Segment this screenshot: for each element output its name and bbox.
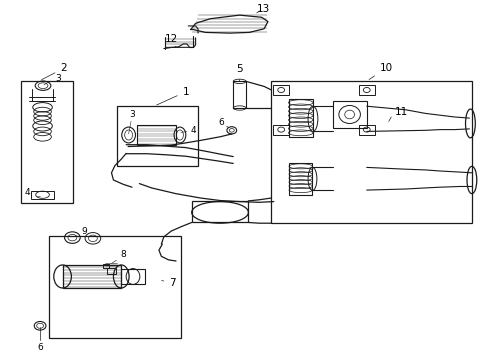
Text: 12: 12 bbox=[164, 33, 178, 48]
Bar bbox=[49, 236, 181, 338]
Text: 11: 11 bbox=[393, 107, 407, 117]
Text: 6: 6 bbox=[218, 118, 228, 128]
Bar bbox=[31, 191, 54, 199]
Text: 4: 4 bbox=[24, 189, 30, 197]
Bar bbox=[191, 201, 248, 222]
Text: 3: 3 bbox=[55, 74, 61, 83]
Text: 7: 7 bbox=[162, 278, 176, 288]
Text: 9: 9 bbox=[81, 227, 87, 236]
Text: 3: 3 bbox=[129, 110, 135, 119]
Text: 6: 6 bbox=[37, 343, 43, 352]
Bar bbox=[332, 101, 366, 128]
Text: 8: 8 bbox=[121, 250, 126, 259]
Bar bbox=[106, 268, 116, 274]
Text: 13: 13 bbox=[256, 4, 269, 14]
Bar bbox=[102, 264, 108, 268]
Bar bbox=[233, 81, 245, 108]
Bar bbox=[358, 125, 374, 135]
Bar bbox=[20, 81, 73, 203]
Text: 5: 5 bbox=[236, 64, 243, 81]
Bar bbox=[273, 125, 288, 135]
Text: 2: 2 bbox=[41, 63, 67, 80]
Bar bbox=[271, 81, 471, 223]
Bar bbox=[288, 163, 312, 195]
Bar bbox=[358, 85, 374, 95]
Bar bbox=[121, 269, 144, 284]
Bar bbox=[137, 125, 176, 145]
Bar bbox=[117, 106, 198, 166]
Text: 1: 1 bbox=[156, 87, 189, 105]
Bar bbox=[288, 99, 312, 137]
Text: 10: 10 bbox=[368, 63, 392, 80]
Bar bbox=[62, 265, 121, 288]
Text: 4: 4 bbox=[190, 126, 196, 135]
Bar bbox=[273, 85, 288, 95]
